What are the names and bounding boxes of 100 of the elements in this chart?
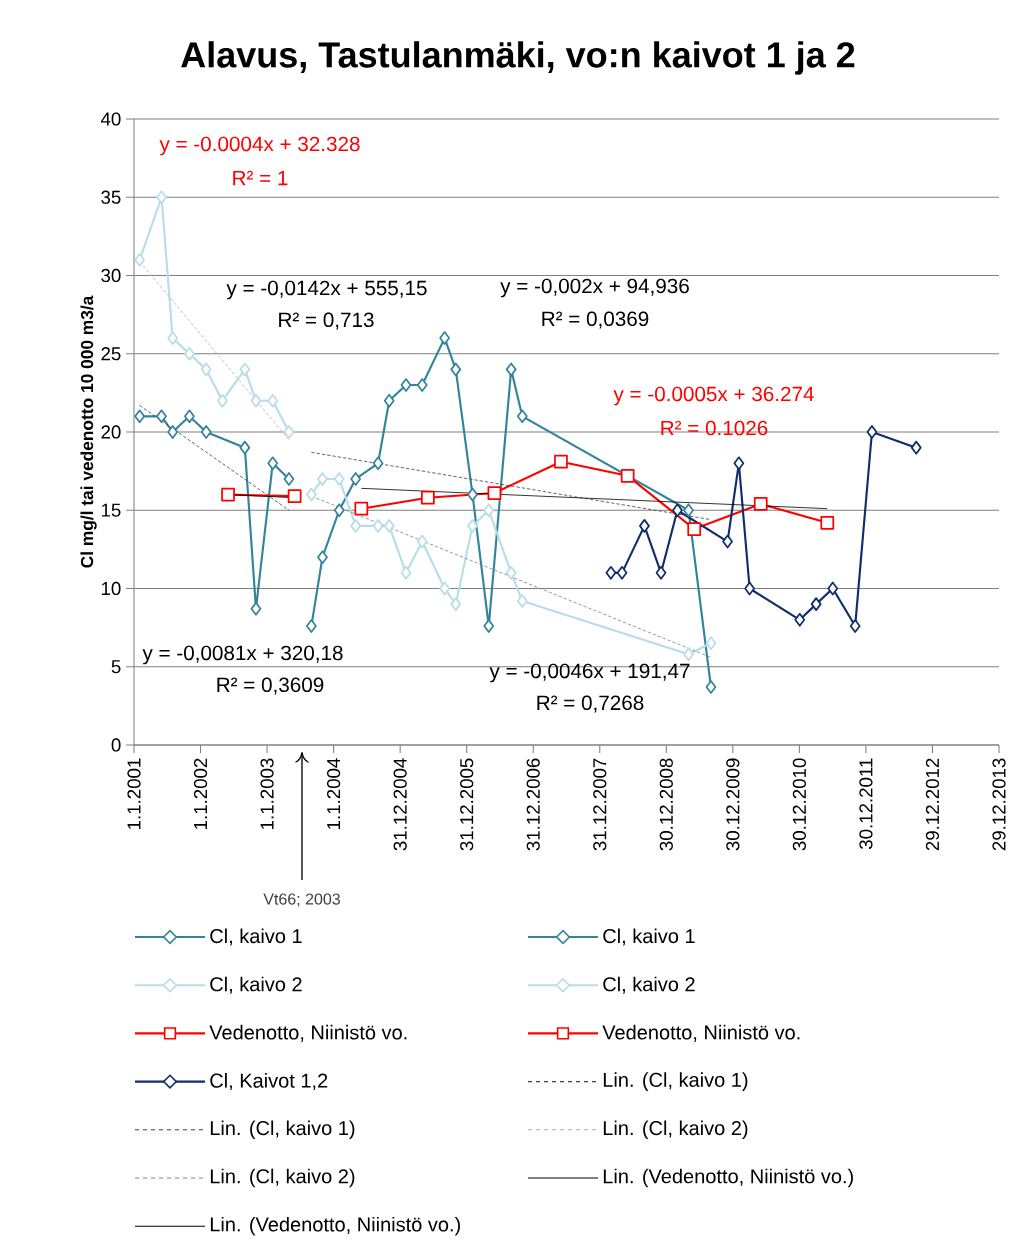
annotation: y = -0,0046x + 191,47 (489, 663, 690, 683)
annotation: y = -0.0004x + 32.328 (159, 136, 360, 156)
point (400, 565, 412, 580)
point (487, 486, 502, 500)
x-tick-label: 1.1.2003 (260, 758, 274, 829)
legend-label: Vedenotto, Niinistö vo. (209, 1024, 407, 1042)
point (250, 393, 262, 408)
point (687, 522, 702, 536)
point (400, 378, 412, 392)
x-tick-label: 31.12.2007 (593, 758, 607, 851)
y-tick-label: 15 (101, 503, 121, 517)
x-tick-label: 31.12.2005 (460, 758, 474, 851)
text: Vt66; 2003 (263, 893, 340, 907)
point (439, 331, 451, 345)
point (184, 409, 195, 424)
x-tick-label: 31.12.2004 (393, 758, 407, 851)
annotation: R² = 0,0369 (542, 311, 649, 329)
legend-label: Cl, kaivo 1 (210, 928, 302, 946)
point (849, 619, 861, 633)
y-tick-label: 20 (101, 425, 121, 439)
legend-label: Lin. (Cl, kaivo 2) (210, 1168, 355, 1188)
point (605, 565, 617, 580)
legend-label: Lin. (Cl, kaivo 1) (603, 1072, 748, 1091)
y-tick-label: 5 (111, 660, 121, 674)
x-tick-label: 1.1.2002 (193, 758, 208, 829)
point (333, 472, 345, 486)
x-tick-label: 30.12.2011 (859, 758, 873, 850)
point (354, 501, 369, 516)
point (134, 252, 146, 267)
point (283, 425, 295, 439)
point (827, 581, 839, 596)
point (753, 497, 768, 511)
legend-label: Lin. (Vedenotto, Niinistö vo.) (603, 1168, 853, 1188)
x-tick-label: 29.12.2012 (925, 758, 940, 851)
point (217, 393, 228, 408)
point (516, 409, 528, 424)
point (306, 619, 317, 633)
point (184, 346, 195, 361)
x-tick-label: 30.12.2008 (659, 758, 673, 851)
point (420, 490, 435, 505)
annotation: R² = 0,7268 (537, 695, 644, 713)
annotation: y = -0,0081x + 320,18 (142, 645, 343, 665)
point (683, 647, 694, 662)
annotation: y = -0.0005x + 36.274 (613, 386, 814, 406)
legend-label: Lin. (Vedenotto, Niinistö vo.) (210, 1216, 460, 1236)
point (167, 425, 179, 439)
x-tick-label: 31.12.2006 (526, 758, 540, 851)
point (383, 393, 395, 408)
point (820, 515, 835, 530)
legend-label: Lin. (Cl, kaivo 1) (210, 1120, 355, 1140)
chart-title: Alavus, Tastulanmäki, vo:n kaivot 1 ja 2 (181, 41, 855, 75)
y-tick-label: 25 (101, 347, 121, 361)
point (683, 503, 694, 518)
point (350, 472, 362, 486)
point (372, 456, 384, 471)
point (516, 594, 528, 608)
annotation: R² = 1 (233, 170, 288, 186)
point (350, 519, 362, 533)
point (655, 565, 667, 580)
point (283, 472, 295, 486)
point (733, 456, 745, 471)
point (705, 680, 717, 694)
point (383, 519, 395, 533)
point (416, 534, 428, 549)
point (239, 362, 251, 377)
point (554, 454, 568, 469)
y-tick-label: 30 (101, 268, 121, 283)
point (505, 565, 517, 580)
point (156, 409, 167, 424)
y-tick-label: 0 (111, 738, 121, 752)
point (167, 331, 179, 345)
point (287, 489, 302, 504)
point (866, 425, 878, 439)
point (722, 534, 733, 549)
legend-label: Vedenotto, Niinistö vo. (602, 1024, 800, 1042)
x-tick-label: 30.12.2009 (726, 758, 740, 851)
x-tick-label: 1.1.2004 (326, 758, 341, 829)
point (910, 440, 922, 455)
point (483, 503, 495, 518)
point (505, 362, 517, 377)
point (794, 612, 806, 627)
point (250, 601, 262, 616)
x-tick-label: 1.1.2001 (127, 758, 141, 829)
x-tick-label: 30.12.2010 (792, 758, 806, 851)
y-tick-label: 35 (101, 190, 121, 204)
legend-label: Cl, kaivo 2 (210, 976, 302, 994)
annotation: R² = 0,3609 (217, 677, 324, 695)
point (744, 581, 755, 596)
annotation: R² = 0,713 (279, 312, 374, 330)
point (267, 393, 279, 408)
point (483, 619, 495, 633)
legend-label: Cl, kaivo 1 (603, 928, 695, 946)
legend-label: Cl, Kaivot 1,2 (210, 1073, 328, 1091)
point (467, 487, 478, 502)
point (239, 440, 251, 455)
annotation: y = -0,002x + 94,936 (500, 278, 689, 298)
point (317, 472, 328, 486)
point (317, 550, 328, 565)
point (705, 636, 717, 651)
point (620, 468, 635, 483)
